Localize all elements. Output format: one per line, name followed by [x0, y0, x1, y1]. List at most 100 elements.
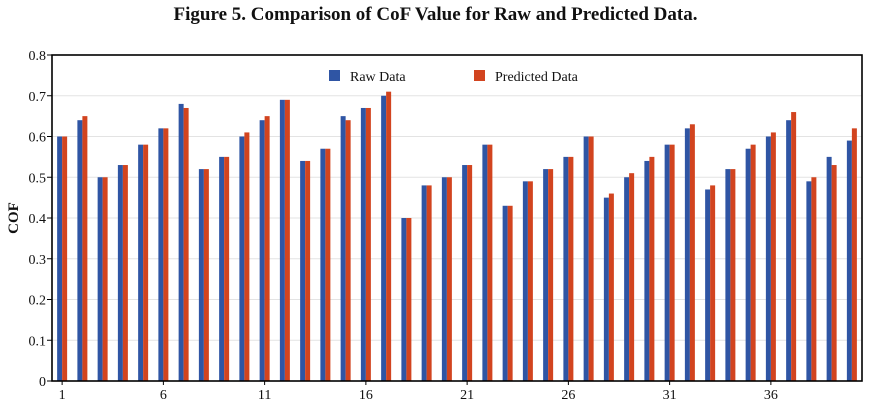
bar-predicted — [831, 165, 837, 381]
y-tick-label: 0.7 — [29, 90, 47, 105]
bar-raw — [846, 140, 852, 381]
bar-raw — [421, 185, 427, 381]
bar-predicted — [102, 177, 108, 381]
bar-raw — [664, 144, 670, 381]
bar-raw — [563, 156, 569, 382]
y-tick-label: 0.5 — [29, 171, 47, 186]
bar-raw — [158, 128, 164, 381]
bar-raw — [543, 169, 549, 381]
bar-raw — [603, 197, 609, 382]
bar-predicted — [163, 128, 169, 381]
bar-predicted — [446, 177, 452, 381]
bar-predicted — [487, 144, 493, 381]
bar-predicted — [183, 107, 189, 381]
bar-raw — [482, 144, 488, 381]
bar-raw — [401, 218, 407, 381]
bar-raw — [624, 177, 630, 381]
y-axis-label: COF — [6, 202, 22, 234]
bar-predicted — [669, 144, 675, 381]
bar-predicted — [649, 156, 655, 382]
bar-predicted — [244, 132, 250, 381]
bar-raw — [381, 95, 387, 381]
legend: Raw Data Predicted Data — [329, 70, 579, 85]
bar-predicted — [345, 120, 351, 381]
x-tick-label: 1 — [59, 388, 66, 402]
bar-raw — [462, 165, 468, 381]
x-tick-label: 26 — [561, 388, 575, 402]
bar-raw — [198, 169, 204, 381]
bar-raw — [97, 177, 103, 381]
bar-predicted — [689, 124, 695, 381]
legend-swatch-predicted — [474, 70, 485, 81]
legend-label-predicted: Predicted Data — [495, 70, 579, 85]
bar-predicted — [264, 116, 270, 382]
bar-predicted — [467, 165, 473, 381]
x-tick-label: 11 — [258, 388, 271, 402]
bar-raw — [745, 148, 751, 381]
bar-predicted — [82, 116, 88, 382]
y-tick-label: 0.6 — [29, 131, 47, 146]
y-axis: 0 0.1 0.2 0.3 0.4 0.5 0.6 0.7 0.8 — [29, 49, 52, 390]
bar-predicted — [527, 181, 533, 381]
bar-predicted — [730, 169, 736, 381]
bar-predicted — [548, 169, 554, 381]
bar-predicted — [365, 107, 371, 381]
bar-predicted — [203, 169, 209, 381]
bar-predicted — [811, 177, 817, 381]
bar-raw — [320, 148, 326, 381]
bar-raw — [583, 136, 589, 381]
bar-raw — [826, 156, 832, 382]
y-tick-label: 0.3 — [29, 253, 47, 268]
bar-raw — [300, 160, 306, 381]
bar-predicted — [588, 136, 594, 381]
x-tick-label: 6 — [160, 388, 167, 402]
grid-lines — [52, 54, 862, 382]
x-axis: 1 6 11 16 21 26 31 36 — [59, 381, 778, 402]
bar-raw — [725, 169, 731, 381]
bar-predicted — [325, 148, 331, 381]
bar-predicted — [284, 99, 290, 381]
bar-raw — [684, 128, 690, 381]
bar-raw — [219, 156, 225, 382]
bar-predicted — [507, 205, 513, 381]
bar-predicted — [568, 156, 574, 382]
x-tick-label: 31 — [663, 388, 677, 402]
bar-raw — [138, 144, 144, 381]
bar-raw — [340, 116, 346, 382]
bar-raw — [441, 177, 447, 381]
bar-raw — [279, 99, 285, 381]
x-tick-label: 21 — [460, 388, 474, 402]
bar-predicted — [750, 144, 756, 381]
bar-predicted — [608, 193, 614, 381]
x-tick-label: 16 — [359, 388, 373, 402]
bars — [57, 91, 857, 382]
bar-predicted — [851, 128, 857, 381]
bar-predicted — [143, 144, 149, 381]
bar-raw — [502, 205, 508, 381]
y-tick-label: 0 — [39, 375, 46, 390]
bar-predicted — [122, 165, 128, 381]
bar-predicted — [386, 91, 392, 382]
bar-predicted — [770, 132, 776, 381]
bar-raw — [522, 181, 528, 381]
bar-raw — [117, 165, 123, 381]
y-tick-label: 0.4 — [29, 212, 47, 227]
bar-predicted — [406, 218, 412, 381]
bar-raw — [259, 120, 265, 381]
bar-raw — [786, 120, 792, 381]
bar-raw — [77, 120, 83, 381]
y-tick-label: 0.1 — [29, 334, 47, 349]
bar-raw — [360, 107, 366, 381]
bar-predicted — [62, 136, 68, 381]
x-tick-label: 36 — [764, 388, 778, 402]
bar-predicted — [305, 160, 311, 381]
chart-title: Figure 5. Comparison of CoF Value for Ra… — [173, 4, 698, 25]
y-tick-label: 0.2 — [29, 294, 47, 309]
bar-predicted — [791, 112, 797, 382]
bar-raw — [57, 136, 63, 381]
bar-predicted — [710, 185, 716, 381]
bar-predicted — [426, 185, 432, 381]
y-tick-label: 0.8 — [29, 49, 47, 64]
bar-raw — [178, 103, 184, 382]
